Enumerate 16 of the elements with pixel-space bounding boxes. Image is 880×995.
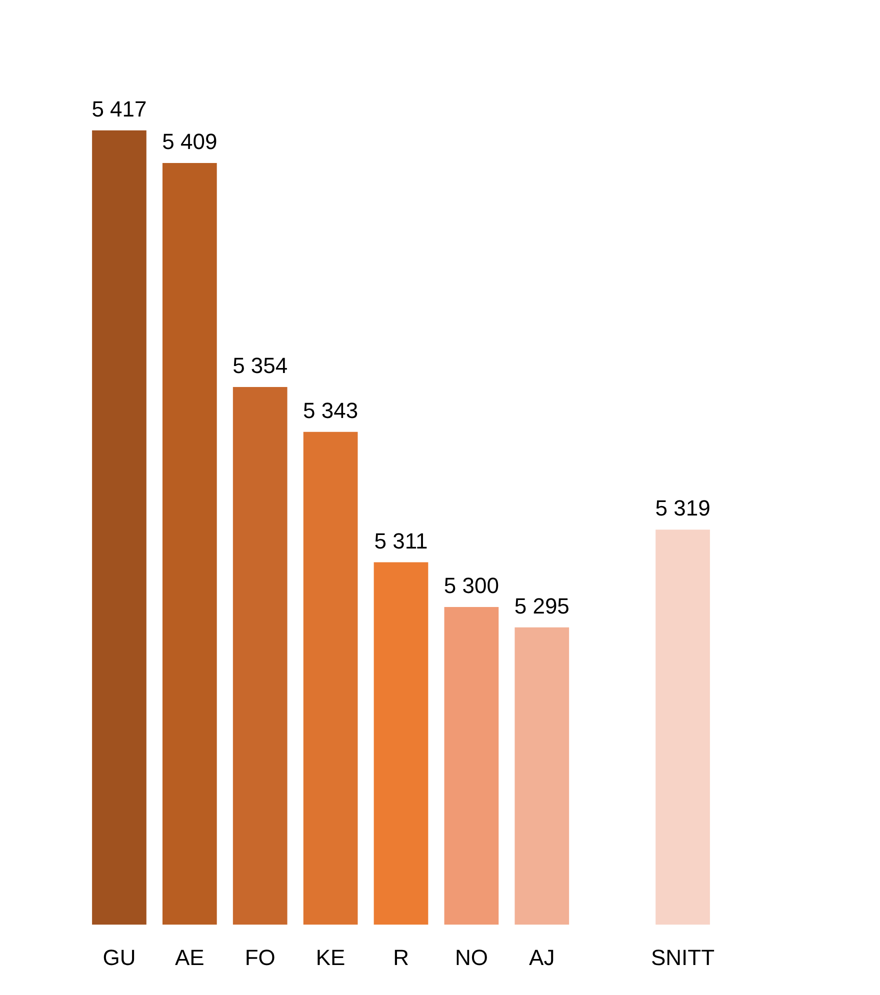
x-tick-label: AE bbox=[174, 944, 204, 970]
x-tick-label: SNITT bbox=[650, 944, 715, 970]
x-tick-label: R bbox=[393, 944, 409, 970]
data-label: 5 343 bbox=[303, 398, 358, 423]
x-tick-label: KE bbox=[316, 944, 346, 970]
data-label: 5 295 bbox=[514, 593, 570, 618]
x-tick-label: NO bbox=[454, 944, 488, 970]
x-tick-label: GU bbox=[102, 944, 136, 970]
data-label: 5 409 bbox=[162, 129, 218, 154]
data-label: 5 354 bbox=[232, 353, 288, 378]
x-tick-label: FO bbox=[244, 944, 276, 970]
x-tick-label: AJ bbox=[529, 944, 555, 970]
data-label: 5 319 bbox=[655, 496, 710, 521]
data-label: 5 300 bbox=[444, 573, 499, 598]
data-label: 5 417 bbox=[92, 96, 147, 122]
data-label: 5 311 bbox=[374, 528, 428, 554]
